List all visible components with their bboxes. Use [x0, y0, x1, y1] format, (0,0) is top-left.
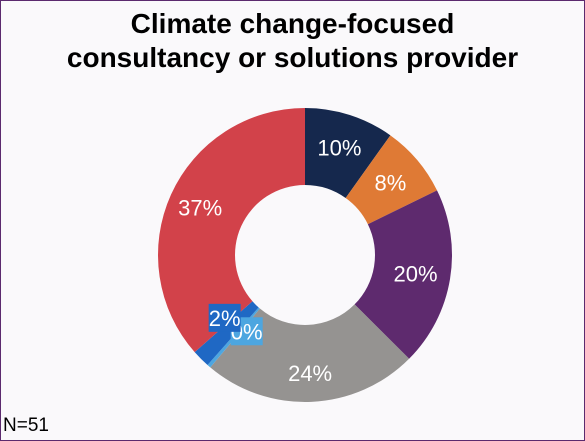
slice-label-2pct: 2%	[209, 306, 241, 331]
slice-label-8pct: 8%	[375, 171, 407, 196]
slice-label-20pct: 20%	[393, 261, 437, 286]
chart-title-line-1: Climate change-focused	[130, 8, 455, 39]
chart-title-line-2: consultancy or solutions provider	[66, 42, 519, 73]
slice-label-10pct: 10%	[317, 135, 361, 160]
chart-title: Climate change-focused consultancy or so…	[1, 7, 584, 75]
slice-2pct	[194, 301, 259, 366]
slice-37pct	[157, 108, 305, 353]
slice-20pct	[354, 190, 452, 359]
donut-labels: 10%8%20%24%0%2%37%	[178, 135, 437, 386]
slice-label-24pct: 24%	[288, 361, 332, 386]
slice-label-37pct: 37%	[178, 196, 222, 221]
sample-size-note: N=51	[3, 415, 49, 436]
slice-10pct	[305, 108, 391, 199]
slice-8pct	[345, 135, 438, 225]
label-box-2pct	[208, 303, 241, 332]
donut-slices	[157, 108, 452, 402]
